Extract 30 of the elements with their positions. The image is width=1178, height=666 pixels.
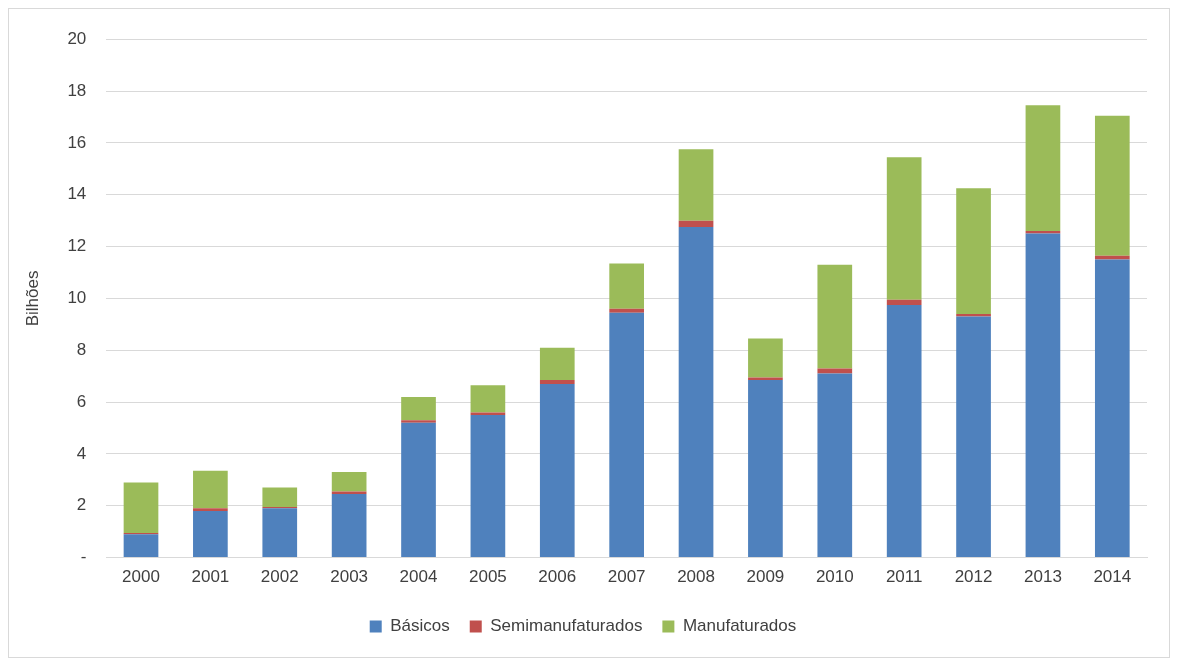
x-tick-label: 2000 (122, 567, 160, 587)
x-tick-label: 2010 (815, 567, 854, 587)
legend-label: Semimanufaturados (490, 616, 643, 636)
x-tick-label: 2013 (1024, 567, 1062, 587)
x-tick-label: 2004 (399, 567, 438, 587)
y-tick-label: 14 (67, 184, 87, 204)
y-tick-label: 4 (76, 443, 87, 463)
x-tick-label: 2014 (1093, 567, 1132, 587)
x-tick-label: 2006 (538, 567, 577, 587)
x-tick-label: 2008 (677, 567, 715, 587)
x-tick-label: 2012 (954, 567, 993, 587)
x-tick-label: 2001 (191, 567, 230, 587)
y-tick-label: - (80, 547, 87, 567)
x-tick-label: 2009 (746, 567, 785, 587)
y-tick-label: 18 (67, 80, 87, 100)
y-tick-label: 20 (67, 28, 87, 48)
y-tick-label: 2 (76, 495, 87, 515)
legend-label: Manufaturados (682, 616, 797, 636)
y-tick-label: 16 (67, 132, 87, 152)
x-tick-label: 2011 (885, 567, 923, 587)
x-tick-label: 2002 (260, 567, 299, 587)
x-tick-label: 2003 (330, 567, 369, 587)
legend-label: Básicos (390, 616, 450, 636)
y-tick-label: 10 (67, 288, 87, 308)
y-tick-label: 6 (76, 391, 87, 411)
x-tick-label: 2007 (607, 567, 646, 587)
x-tick-label: 2005 (468, 567, 507, 587)
y-axis-title: Bilhões (22, 270, 42, 327)
y-tick-label: 12 (67, 236, 87, 256)
y-tick-label: 8 (76, 339, 87, 359)
